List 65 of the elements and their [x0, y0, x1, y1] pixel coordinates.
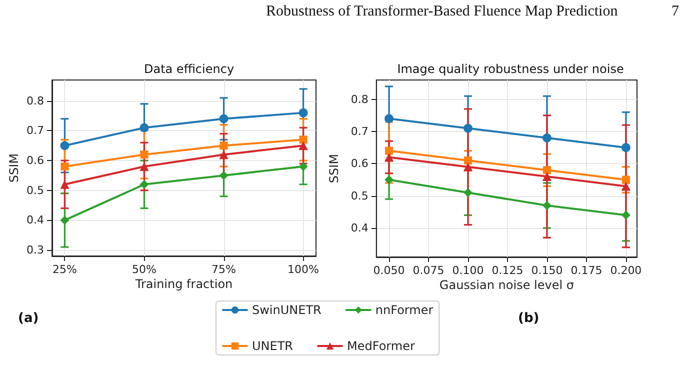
x-tick-label: 100% — [288, 263, 320, 276]
y-tick-label: 0.5 — [350, 189, 368, 202]
x-tick-label: 75% — [212, 263, 236, 276]
point — [219, 114, 228, 124]
point — [140, 180, 149, 189]
point — [384, 114, 394, 124]
point — [140, 150, 148, 159]
point — [299, 136, 308, 144]
text: (b) — [518, 311, 540, 326]
x-tick-label: 0.075 — [412, 264, 444, 277]
point — [542, 201, 552, 210]
text: 7 — [672, 4, 680, 20]
x-tick-label: 0.125 — [492, 264, 524, 277]
point — [219, 170, 228, 180]
y-tick-label: 0.5 — [26, 184, 44, 197]
y-tick-label: 0.8 — [26, 94, 44, 108]
point — [464, 156, 472, 164]
y-tick-label: 0.7 — [26, 124, 44, 138]
point — [220, 142, 228, 150]
point — [464, 188, 472, 198]
x-tick-label: 0.150 — [531, 264, 563, 277]
text: (a) — [18, 311, 39, 326]
legend-label: UNETR — [252, 339, 294, 353]
x-tick-label: 50% — [132, 263, 156, 276]
x-tick-label: 25% — [52, 263, 77, 276]
y-tick-label: 0.4 — [26, 214, 44, 227]
point — [384, 152, 394, 162]
point — [60, 216, 70, 225]
point — [542, 166, 551, 174]
x-tick-label: 0.050 — [373, 264, 405, 277]
y-tick-label: 0.3 — [26, 244, 44, 257]
point — [298, 108, 308, 118]
y-axis-title: SSIM — [7, 153, 21, 183]
x-axis-title: Gaussian noise level σ — [439, 278, 574, 292]
point — [542, 133, 552, 142]
point — [464, 124, 472, 133]
point — [385, 146, 394, 155]
point — [621, 210, 630, 220]
y-tick-label: 0.8 — [350, 92, 368, 106]
y-tick-label: 0.6 — [350, 157, 368, 170]
point — [622, 176, 630, 184]
legend-label: MedFormer — [347, 339, 415, 353]
chart-title: Data efficiency — [144, 62, 234, 76]
point — [298, 141, 308, 150]
point — [384, 175, 394, 184]
x-tick-label: 0.200 — [610, 264, 642, 277]
x-tick-label: 0.100 — [452, 264, 484, 277]
x-tick-label: 0.175 — [570, 264, 602, 277]
legend-label: SwinUNETR — [252, 303, 322, 317]
point — [60, 162, 69, 171]
point — [464, 162, 472, 172]
y-tick-label: 0.7 — [350, 124, 368, 138]
text: Robustness of Transformer-Based Fluence Map Prediction — [266, 4, 618, 20]
chart-title: Image quality robustness under noise — [397, 62, 624, 76]
point — [140, 123, 149, 132]
y-axis-title: SSIM — [327, 154, 341, 184]
y-tick-label: 0.6 — [26, 154, 44, 168]
point — [60, 141, 70, 150]
point — [621, 143, 630, 152]
point — [542, 172, 552, 182]
point — [621, 182, 630, 191]
y-tick-label: 0.4 — [350, 222, 368, 235]
x-axis-title: Training fraction — [134, 277, 233, 291]
point — [298, 162, 308, 172]
legend-label: nnFormer — [375, 303, 434, 317]
